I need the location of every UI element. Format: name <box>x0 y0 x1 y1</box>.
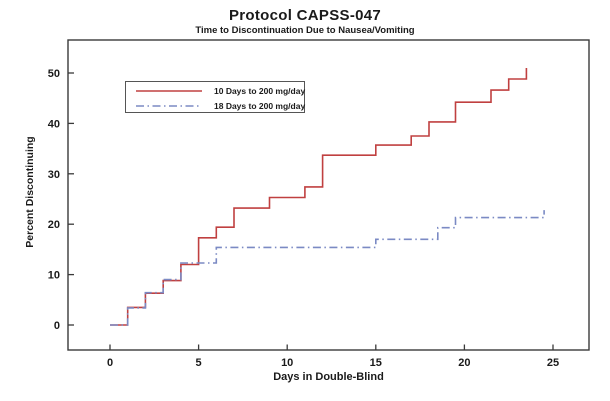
y-tick-label: 40 <box>48 118 60 130</box>
y-tick-label: 50 <box>48 68 60 80</box>
y-axis-title: Percent Discontinuing <box>24 136 36 248</box>
legend-label: 10 Days to 200 mg/day <box>214 85 306 96</box>
x-tick-label: 15 <box>370 357 382 369</box>
x-tick-label: 10 <box>281 357 293 369</box>
x-tick-label: 0 <box>107 357 113 369</box>
y-tick-label: 30 <box>48 169 60 181</box>
chart-subtitle: Time to Discontinuation Due to Nausea/Vo… <box>195 25 415 36</box>
x-tick-label: 20 <box>458 357 470 369</box>
x-tick-label: 25 <box>547 357 559 369</box>
legend-item-slow-titration: 18 Days to 200 mg/day <box>126 99 306 112</box>
legend-item-fast-titration: 10 Days to 200 mg/day <box>126 84 306 97</box>
legend-dash-dot-line-icon <box>136 104 202 107</box>
plot-frame <box>67 39 590 351</box>
y-tick-label: 10 <box>48 270 60 282</box>
series-curve-0 <box>110 68 528 326</box>
x-tick-label: 5 <box>196 357 202 369</box>
legend-solid-line-icon <box>136 89 202 92</box>
y-tick-label: 0 <box>54 320 60 332</box>
x-axis-title: Days in Double-Blind <box>273 371 384 383</box>
y-tick-label: 20 <box>48 219 60 231</box>
legend-box: 10 Days to 200 mg/day 18 Days to 200 mg/… <box>125 81 305 113</box>
series-curve-1 <box>110 210 545 326</box>
legend-label: 18 Days to 200 mg/day <box>214 100 306 111</box>
chart-title: Protocol CAPSS-047 <box>228 7 382 24</box>
